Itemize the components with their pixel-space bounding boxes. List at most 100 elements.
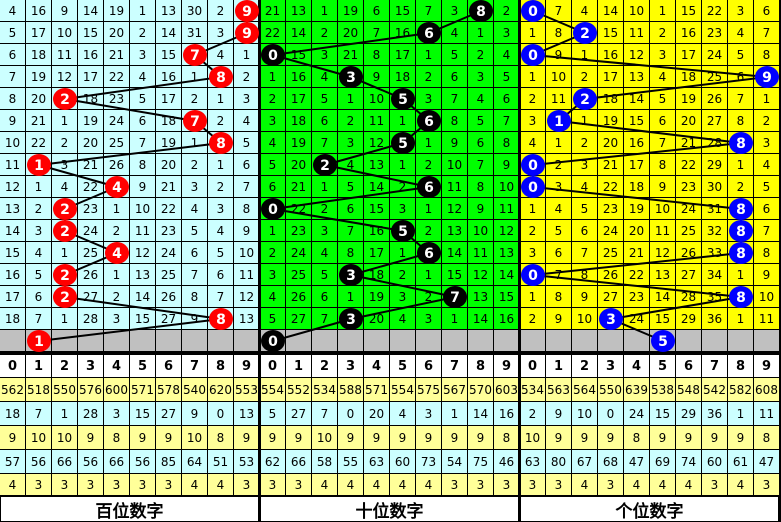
omission-cell: 17 <box>78 66 104 88</box>
pending-cell <box>754 330 780 352</box>
omission-cell: 3 <box>728 0 754 22</box>
omission-cell: 11 <box>754 308 780 330</box>
stat-cell: 55 <box>338 450 364 474</box>
omission-cell: 1 <box>416 198 442 220</box>
omission-cell: 9 <box>650 176 676 198</box>
omission-cell: 3 <box>260 264 286 286</box>
omission-cell: 7 <box>208 286 234 308</box>
omission-cell: 10 <box>624 0 650 22</box>
omission-cell: 5 <box>312 264 338 286</box>
stat-cell: 4 <box>728 474 754 496</box>
digit-header: 6 <box>416 355 442 378</box>
omission-cell: 1 <box>338 88 364 110</box>
omission-cell: 4 <box>0 0 26 22</box>
omission-cell: 15 <box>442 264 468 286</box>
hit-digit: 0 <box>528 158 538 174</box>
omission-cell: 26 <box>78 264 104 286</box>
stat-cell: 639 <box>624 378 650 402</box>
stat-cell: 80 <box>546 450 572 474</box>
hit-digit: 3 <box>346 70 356 86</box>
hit-ball: 5 <box>391 132 415 154</box>
omission-cell: 23 <box>78 198 104 220</box>
stat-cell: 9 <box>156 426 182 450</box>
stat-cell: 518 <box>26 378 52 402</box>
stat-cell: 3 <box>442 474 468 496</box>
omission-cell: 36 <box>702 308 728 330</box>
omission-cell: 23 <box>624 286 650 308</box>
omission-cell: 7 <box>650 132 676 154</box>
stat-cell: 4 <box>390 474 416 496</box>
omission-cell: 17 <box>0 286 26 308</box>
omission-cell: 3 <box>26 220 52 242</box>
stat-cell: 63 <box>520 450 546 474</box>
omission-cell: 1 <box>728 264 754 286</box>
stat-cell: 11 <box>754 402 780 426</box>
stat-cell: 0 <box>208 402 234 426</box>
omission-cell: 21 <box>624 242 650 264</box>
stat-cell: 608 <box>754 378 780 402</box>
hit-ball: 5 <box>391 220 415 242</box>
omission-cell: 29 <box>702 154 728 176</box>
omission-cell: 5 <box>728 44 754 66</box>
omission-cell: 5 <box>260 154 286 176</box>
omission-cell: 1 <box>260 220 286 242</box>
omission-cell: 2 <box>416 220 442 242</box>
omission-cell: 13 <box>494 242 520 264</box>
omission-cell: 4 <box>520 132 546 154</box>
omission-cell: 7 <box>546 264 572 286</box>
digit-header: 5 <box>130 355 156 378</box>
pending-cell <box>364 330 390 352</box>
omission-cell: 29 <box>676 308 702 330</box>
omission-cell: 7 <box>754 22 780 44</box>
omission-cell: 8 <box>442 110 468 132</box>
pending-cell <box>702 330 728 352</box>
omission-cell: 19 <box>286 132 312 154</box>
omission-cell: 2 <box>468 44 494 66</box>
stat-cell: 570 <box>468 378 494 402</box>
stat-cell: 66 <box>104 450 130 474</box>
omission-cell: 14 <box>156 22 182 44</box>
hit-digit: 2 <box>60 268 70 284</box>
hit-ball: 2 <box>53 88 77 110</box>
omission-cell: 6 <box>312 286 338 308</box>
stat-cell: 9 <box>338 426 364 450</box>
omission-cell: 4 <box>182 198 208 220</box>
omission-cell: 6 <box>338 198 364 220</box>
hit-ball: 7 <box>183 44 207 66</box>
stat-cell: 3 <box>130 474 156 496</box>
omission-cell: 4 <box>468 88 494 110</box>
omission-cell: 2 <box>182 88 208 110</box>
omission-cell: 14 <box>468 308 494 330</box>
digit-header: 8 <box>728 355 754 378</box>
omission-cell: 6 <box>0 44 26 66</box>
omission-cell: 12 <box>0 176 26 198</box>
omission-cell: 2 <box>26 198 52 220</box>
omission-cell: 15 <box>624 110 650 132</box>
omission-cell: 19 <box>364 286 390 308</box>
omission-cell: 3 <box>390 198 416 220</box>
omission-cell: 6 <box>260 176 286 198</box>
stat-cell: 56 <box>26 450 52 474</box>
omission-cell: 13 <box>286 0 312 22</box>
omission-cell: 16 <box>598 44 624 66</box>
stat-cell: 10 <box>182 426 208 450</box>
stat-cell: 0 <box>598 402 624 426</box>
omission-cell: 24 <box>156 242 182 264</box>
stat-cell: 3 <box>78 474 104 496</box>
omission-cell: 18 <box>286 110 312 132</box>
omission-cell: 6 <box>650 110 676 132</box>
stat-cell: 4 <box>416 474 442 496</box>
digit-header: 4 <box>104 355 130 378</box>
stat-cell: 4 <box>650 474 676 496</box>
omission-cell: 14 <box>598 0 624 22</box>
omission-cell: 11 <box>0 154 26 176</box>
stat-cell: 60 <box>390 450 416 474</box>
omission-cell: 2 <box>416 66 442 88</box>
stat-cell: 3 <box>468 474 494 496</box>
omission-cell: 25 <box>676 220 702 242</box>
stat-cell: 548 <box>676 378 702 402</box>
omission-cell: 6 <box>364 0 390 22</box>
omission-cell: 9 <box>442 132 468 154</box>
hit-digit: 2 <box>580 26 590 42</box>
hit-digit: 2 <box>60 224 70 240</box>
